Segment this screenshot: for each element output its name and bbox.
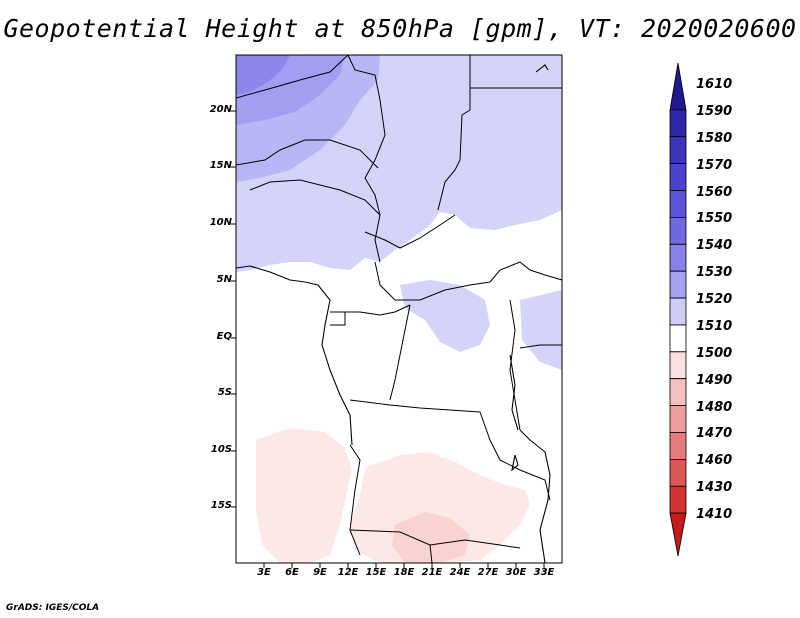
colorbar-swatch-1510	[669, 324, 687, 353]
lat-label-10s: 10S	[210, 444, 232, 455]
colorbar-label-1410: 1410	[696, 507, 733, 523]
coastline	[235, 64, 551, 564]
colorbar-swatch-1500	[669, 351, 687, 380]
lon-label-33e: 33E	[533, 567, 555, 578]
lon-label-30e: 30E	[505, 567, 527, 578]
contour-1490	[392, 512, 470, 563]
colorbar-label-1520: 1520	[696, 292, 733, 308]
lon-label-18e: 18E	[393, 567, 415, 578]
colorbar-label-1480: 1480	[696, 399, 733, 415]
contour-1500-west	[256, 428, 352, 563]
lat-label-eq: EQ	[216, 331, 232, 342]
colorbar-swatch-1460	[669, 458, 687, 487]
colorbar-label-1460: 1460	[696, 453, 733, 469]
lon-label-6e: 6E	[285, 567, 299, 578]
colorbar-swatch-1540	[669, 243, 687, 272]
colorbar-label-1560: 1560	[696, 184, 733, 200]
colorbar	[669, 62, 687, 557]
lon-label-27e: 27E	[477, 567, 499, 578]
colorbar-swatch-1580	[669, 136, 687, 165]
lat-label-15s: 15S	[210, 500, 232, 511]
lat-label-5s: 5S	[217, 387, 232, 398]
contour-1530-east	[520, 290, 562, 370]
colorbar-swatch-1480	[669, 405, 687, 433]
colorbar-label-1540: 1540	[696, 238, 733, 254]
map-frame	[235, 54, 563, 564]
axis-ticks	[231, 110, 545, 568]
colorbar-swatch-1610	[669, 62, 687, 111]
colorbar-label-1610: 1610	[696, 77, 733, 92]
lon-label-24e: 24E	[449, 567, 471, 578]
colorbar-swatch-1470	[669, 432, 687, 460]
colorbar-label-1430: 1430	[696, 480, 733, 496]
colorbar-swatch-1590	[669, 109, 687, 138]
lat-label-5n: 5N	[216, 274, 232, 285]
lat-label-15n: 15N	[209, 160, 232, 171]
colorbar-label-1580: 1580	[696, 130, 733, 146]
contour-1530-central	[400, 280, 490, 352]
colorbar-swatch-1520	[669, 297, 687, 326]
lon-label-15e: 15E	[365, 567, 387, 578]
colorbar-label-1470: 1470	[696, 426, 733, 442]
lon-label-3e: 3E	[257, 567, 271, 578]
colorbar-label-1500: 1500	[696, 345, 733, 361]
colorbar-label-1490: 1490	[696, 372, 733, 388]
lon-label-9e: 9E	[313, 567, 327, 578]
colorbar-label-1590: 1590	[696, 103, 733, 119]
map-title: Geopotential Height at 850hPa [gpm], VT:…	[3, 14, 797, 43]
colorbar-label-1530: 1530	[696, 265, 733, 281]
colorbar-swatch-1530	[669, 270, 687, 299]
lat-label-10n: 10N	[209, 217, 232, 228]
contour-1560	[236, 55, 290, 95]
country-borders	[235, 54, 563, 564]
colorbar-label-1550: 1550	[696, 211, 733, 227]
lat-label-20n: 20N	[209, 104, 232, 115]
colorbar-swatch-1560	[669, 190, 687, 218]
colorbar-label-1510: 1510	[696, 318, 733, 334]
colorbar-swatch-1490	[669, 378, 687, 406]
map-panel	[231, 54, 563, 568]
colorbar-swatch-1570	[669, 163, 687, 191]
colorbar-label-1570: 1570	[696, 157, 733, 173]
colorbar-swatch-1550	[669, 217, 687, 245]
colorbar-swatch-1430	[669, 485, 687, 514]
grads-credit: GrADS: IGES/COLA	[6, 603, 100, 613]
lon-label-12e: 12E	[337, 567, 359, 578]
lon-label-21e: 21E	[421, 567, 443, 578]
colorbar-swatch-1410	[669, 512, 687, 557]
